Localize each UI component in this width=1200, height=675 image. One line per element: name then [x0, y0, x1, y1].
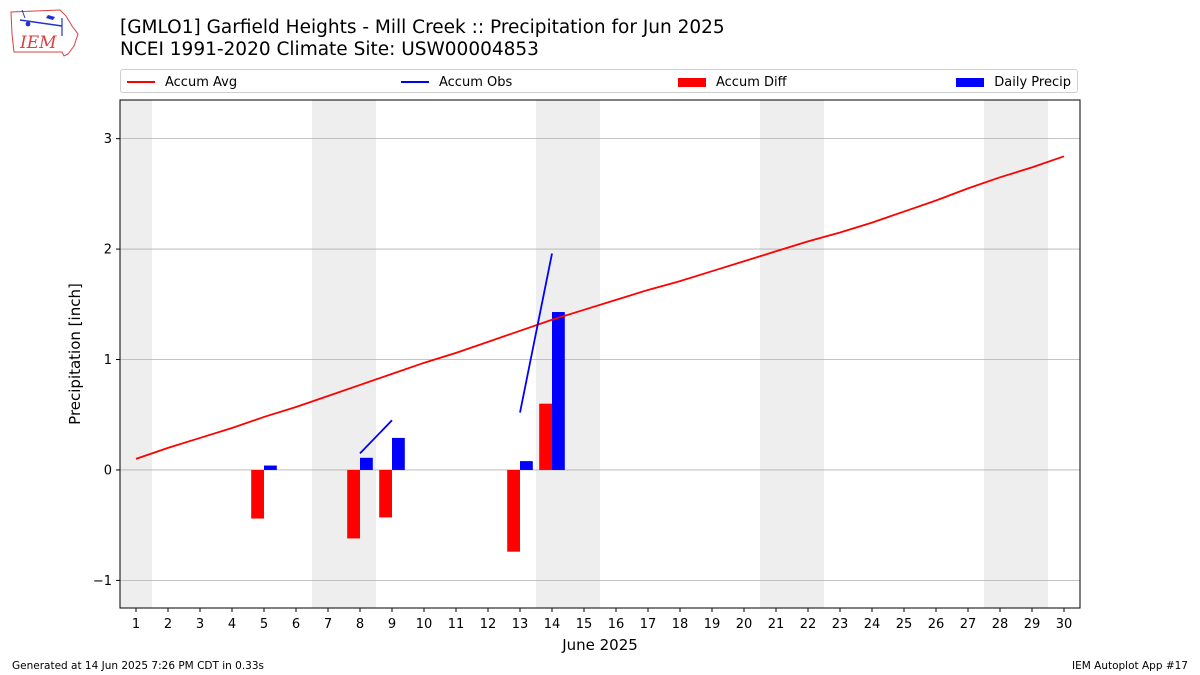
line-accum-avg — [135, 155, 1065, 460]
app-credit: IEM Autoplot App #17 — [1072, 660, 1188, 672]
legend-label-accum-diff: Accum Diff — [716, 74, 787, 90]
xtick-label-2: 2 — [164, 617, 172, 632]
xtick-label-14: 14 — [544, 617, 561, 632]
xtick-label-22: 22 — [800, 617, 817, 632]
xtick-label-11: 11 — [448, 617, 465, 632]
weekend-band-14 — [536, 100, 600, 608]
bar-accum-diff-day-9 — [379, 469, 392, 518]
line-accum-obs-day-13-14 — [519, 253, 553, 413]
bar-accum-diff-day-8 — [347, 469, 360, 539]
x-ticks: 1 2 3 4 5 6 7 8 9 10 11 12 13 14 15 16 17 18 19 20 21 22 23 24 2… — [132, 608, 1072, 632]
ytick-label-0: 0 — [104, 463, 112, 478]
lines — [135, 155, 1065, 460]
legend-entry-accum-avg: Accum Avg — [127, 70, 237, 94]
line-accum-obs-day-8-9 — [359, 419, 393, 455]
ytick-label-2: 2 — [104, 243, 112, 258]
chart-title: [GMLO1] Garfield Heights - Mill Creek ::… — [120, 17, 725, 61]
ytick-label-1: 1 — [104, 353, 112, 368]
weekend-band-1 — [120, 100, 152, 608]
xtick-label-17: 17 — [640, 617, 657, 632]
xtick-label-27: 27 — [960, 617, 977, 632]
bar-daily-precip-day-5 — [264, 465, 277, 470]
xtick-label-5: 5 — [260, 617, 268, 632]
legend-entry-daily-precip: Daily Precip — [956, 70, 1071, 94]
bar-accum-diff-day-14 — [539, 403, 552, 470]
chart-legend: Accum Avg Accum Obs Accum Diff Daily Pre… — [120, 69, 1078, 93]
weekend-band-7 — [312, 100, 376, 608]
xtick-label-1: 1 — [132, 617, 140, 632]
bar-daily-precip-day-13 — [520, 461, 533, 470]
xtick-label-25: 25 — [896, 617, 913, 632]
xtick-label-28: 28 — [992, 617, 1009, 632]
legend-label-accum-obs: Accum Obs — [439, 74, 513, 90]
chart-title-line2: NCEI 1991-2020 Climate Site: USW00004853 — [120, 39, 539, 60]
xtick-label-10: 10 — [416, 617, 433, 632]
chart-title-line1: [GMLO1] Garfield Heights - Mill Creek ::… — [120, 17, 725, 38]
bar-daily-precip-day-8 — [360, 457, 373, 470]
bar-daily-precip-day-9 — [392, 437, 405, 470]
legend-swatch-accum-avg — [127, 81, 155, 83]
xtick-label-3: 3 — [196, 617, 204, 632]
bar-accum-diff-day-13 — [507, 469, 520, 552]
plot-frame — [119, 99, 1081, 609]
xtick-label-4: 4 — [228, 617, 236, 632]
xtick-label-29: 29 — [1024, 617, 1041, 632]
legend-swatch-accum-obs — [401, 81, 429, 83]
weekend-band-28 — [984, 100, 1048, 608]
xtick-label-16: 16 — [608, 617, 625, 632]
bar-accum-diff-day-5 — [251, 469, 264, 519]
y-gridlines — [120, 138, 1080, 581]
iem-logo: IEM — [10, 9, 79, 57]
x-axis-label: June 2025 — [561, 636, 638, 654]
legend-label-accum-avg: Accum Avg — [165, 74, 238, 90]
xtick-label-20: 20 — [736, 617, 753, 632]
generated-timestamp: Generated at 14 Jun 2025 7:26 PM CDT in … — [12, 660, 265, 672]
xtick-label-13: 13 — [512, 617, 529, 632]
xtick-label-9: 9 — [388, 617, 396, 632]
legend-entry-accum-diff: Accum Diff — [678, 70, 787, 94]
xtick-label-7: 7 — [324, 617, 332, 632]
xtick-label-12: 12 — [480, 617, 497, 632]
bars — [251, 312, 565, 552]
bar-daily-precip-day-14 — [552, 312, 565, 470]
legend-swatch-daily-precip — [956, 77, 985, 87]
xtick-label-15: 15 — [576, 617, 593, 632]
xtick-label-30: 30 — [1056, 617, 1073, 632]
legend-swatch-accum-diff — [678, 77, 706, 87]
xtick-label-8: 8 — [356, 617, 364, 632]
y-axis-label: Precipitation [inch] — [66, 283, 84, 425]
ytick-label--1: −1 — [93, 574, 112, 589]
xtick-label-19: 19 — [704, 617, 721, 632]
xtick-label-24: 24 — [864, 617, 881, 632]
xtick-label-18: 18 — [672, 617, 689, 632]
xtick-label-26: 26 — [928, 617, 945, 632]
legend-entry-accum-obs: Accum Obs — [401, 70, 512, 94]
xtick-label-6: 6 — [292, 617, 300, 632]
weekend-shading — [120, 100, 1048, 608]
iowa-state-outline — [10, 9, 79, 57]
weekend-band-21 — [760, 100, 824, 608]
iem-logo-text: IEM — [19, 33, 57, 53]
legend-label-daily-precip: Daily Precip — [994, 74, 1071, 90]
xtick-label-21: 21 — [768, 617, 785, 632]
ytick-label-3: 3 — [104, 132, 112, 147]
y-ticks: −1 0 1 2 3 — [93, 132, 120, 589]
xtick-label-23: 23 — [832, 617, 849, 632]
